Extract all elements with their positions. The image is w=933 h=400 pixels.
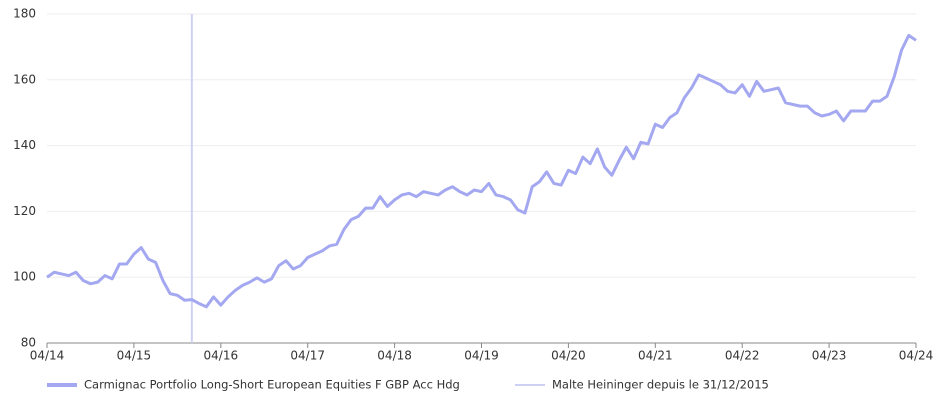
data-line	[46, 33, 917, 309]
x-tick-label: 04/18	[377, 349, 412, 363]
x-tick-label: 04/17	[290, 349, 325, 363]
y-tick-label: 160	[13, 72, 36, 86]
x-tick-label: 04/16	[204, 349, 239, 363]
x-tick-label: 04/21	[638, 349, 673, 363]
x-tick-label: 04/15	[117, 349, 152, 363]
x-tick-label: 04/22	[725, 349, 760, 363]
legend-label: Malte Heininger depuis le 31/12/2015	[552, 378, 769, 392]
y-tick-label: 140	[13, 138, 36, 152]
x-tick-label: 04/20	[551, 349, 586, 363]
x-tick-label: 04/24	[899, 349, 933, 363]
legend-label: Carmignac Portfolio Long-Short European …	[84, 378, 460, 392]
x-tick-label: 04/23	[812, 349, 847, 363]
y-tick-label: 120	[13, 204, 36, 218]
y-tick-label: 100	[13, 270, 36, 284]
y-tick-label: 180	[13, 7, 36, 21]
y-tick-label: 80	[21, 336, 36, 350]
x-tick-label: 04/19	[464, 349, 499, 363]
x-tick-label: 04/14	[30, 349, 65, 363]
